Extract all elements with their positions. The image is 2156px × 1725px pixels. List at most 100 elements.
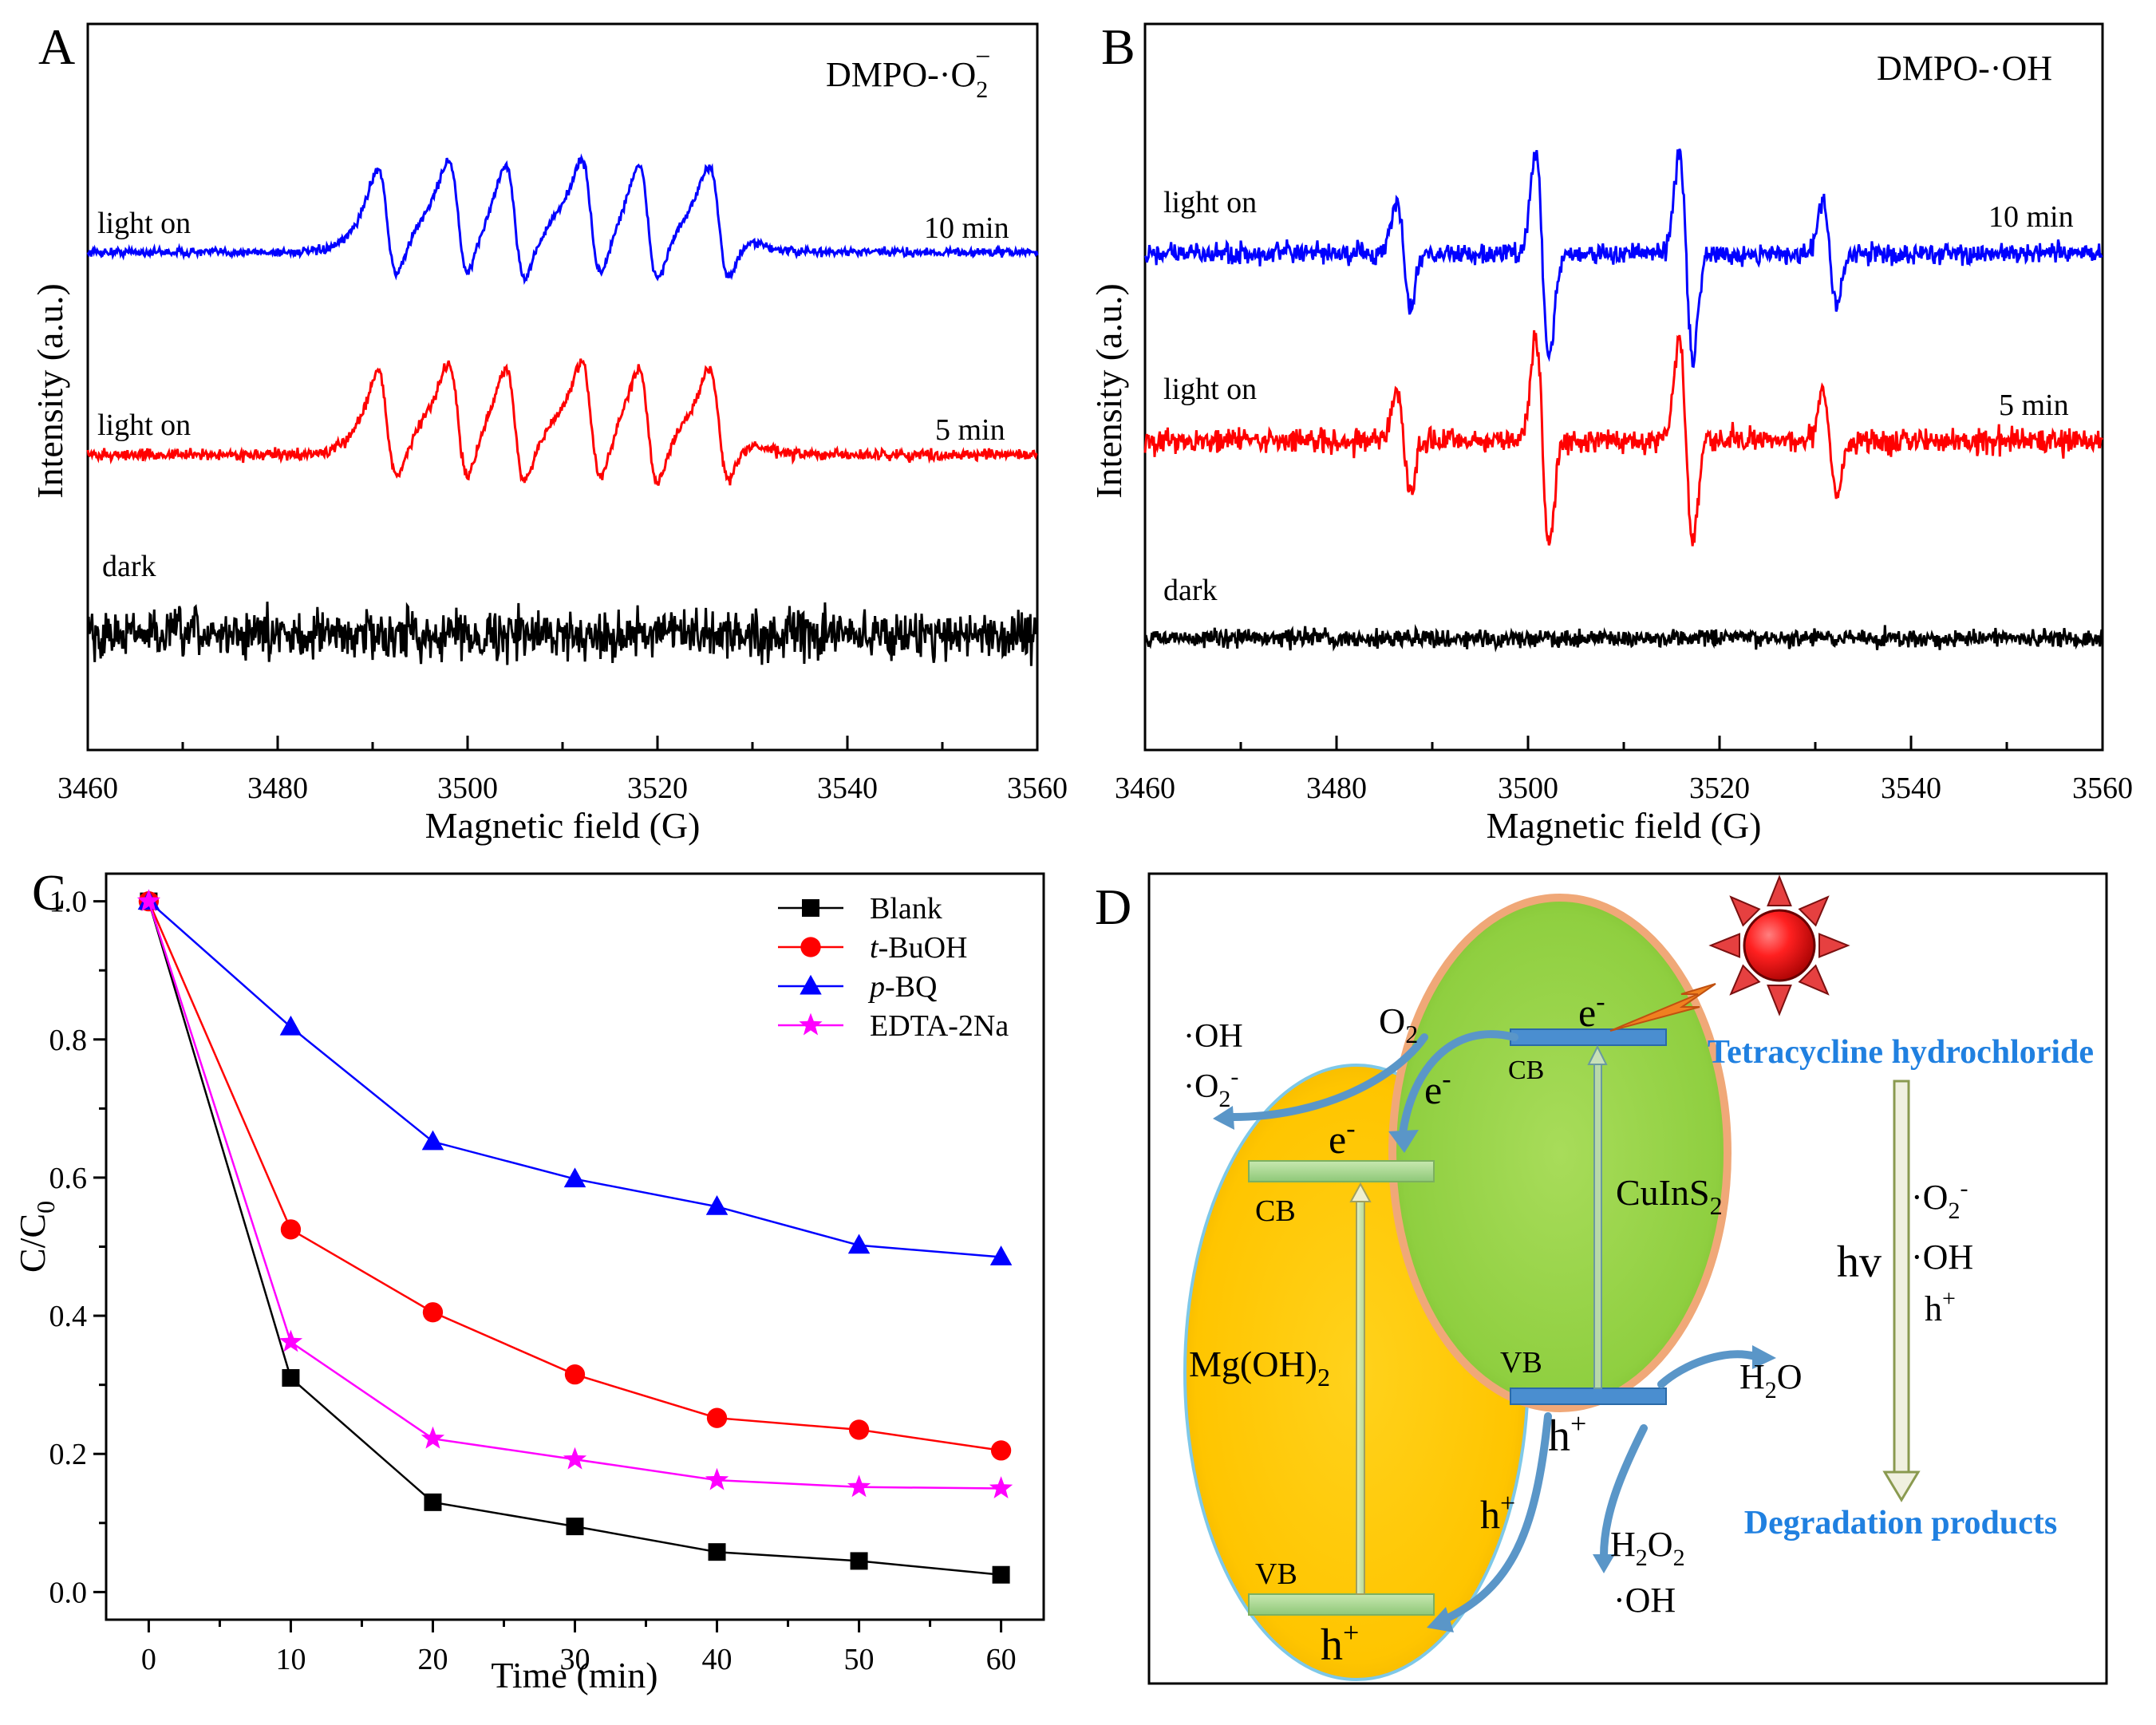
panel-a: 3460 3480 3500 3520 3540 3560 A DMPO-·O2− lig… — [30, 18, 1068, 846]
panel-a-letter: A — [38, 18, 75, 75]
panel-a-species-label: DMPO-·O2− — [826, 42, 990, 103]
data-point-edta-2na — [136, 889, 161, 912]
panel-c-xtick-label: 40 — [702, 1643, 732, 1676]
panel-a-curves — [86, 153, 1039, 666]
data-point-p-bq — [989, 1245, 1013, 1265]
sun-ray — [1818, 933, 1850, 958]
tetracycline-label: Tetracycline hydrochloride — [1708, 1034, 2094, 1071]
mgoh2-name: Mg(OH)2 — [1189, 1344, 1330, 1391]
panel-b: 3460 3480 3500 3520 3540 3560 B DMPO-·OH ligh… — [1088, 18, 2133, 846]
data-point-edta-2na — [421, 1426, 445, 1449]
data-point-blank — [282, 1368, 300, 1387]
panel-a-y-axis-label: Intensity (a.u.) — [30, 283, 70, 499]
panel-b-xtick-label: 3480 — [1306, 772, 1367, 805]
panel-b-species-label: DMPO-·OH — [1877, 49, 2052, 88]
data-point-t-buoh — [848, 1419, 870, 1440]
data-point-blank — [850, 1552, 868, 1570]
data-point-t-buoh — [564, 1364, 586, 1385]
panel-a-curve-dark — [86, 602, 1038, 666]
panel-c-xtick-label: 50 — [844, 1643, 875, 1676]
legend-marker-edta-2na — [799, 1012, 823, 1036]
h2o-label: H2O — [1739, 1357, 1803, 1403]
panel-c-ytick-label: 0.0 — [49, 1576, 88, 1609]
charge-transfer-arrows — [1229, 1030, 1759, 1624]
legend-marker-p-bq — [800, 974, 822, 995]
data-point-edta-2na — [989, 1476, 1013, 1498]
panel-a-light-on-10: light on — [97, 207, 191, 240]
panel-a-xtick-label: 3480 — [247, 772, 308, 805]
panel-b-x-ticks: 3460 3480 3500 3520 3540 3560 — [1115, 736, 2133, 805]
legend-label-p-bq: p-BQ — [867, 970, 937, 1004]
panel-c-xtick-label: 20 — [417, 1643, 448, 1676]
panel-c-xtick-label: 10 — [275, 1643, 306, 1676]
panel-b-letter: B — [1101, 18, 1135, 75]
panel-c-ytick-label: 0.6 — [49, 1162, 88, 1195]
data-point-blank — [566, 1518, 584, 1536]
panel-c-xtick-label: 60 — [986, 1643, 1017, 1676]
panel-c-ytick-label: 0.2 — [49, 1438, 88, 1471]
panel-d: D CB VB e- h+ Mg(OH)2 CB VB e- h+ CuInS2 — [1095, 872, 2108, 1685]
panel-b-curves — [1143, 148, 2104, 653]
data-point-p-bq — [279, 1015, 302, 1036]
data-point-p-bq — [421, 1130, 444, 1151]
data-point-blank — [992, 1565, 1010, 1584]
cuins2-vb-label: VB — [1500, 1346, 1542, 1380]
degradation-products-label: Degradation products — [1744, 1505, 2057, 1541]
data-point-t-buoh — [280, 1219, 302, 1240]
legend-marker-t-buoh — [800, 937, 821, 957]
panel-a-xtick-label: 3460 — [57, 772, 118, 805]
data-point-blank — [708, 1543, 726, 1561]
panel-a-time-5: 5 min — [935, 413, 1005, 447]
sun-ray — [1798, 964, 1830, 996]
panel-c-x-axis-label: Time (min) — [491, 1655, 657, 1695]
panel-b-curve-light-on-5-min — [1143, 330, 2104, 547]
panel-a-xtick-label: 3560 — [1007, 772, 1068, 805]
h2o2-arrow — [1600, 1424, 1648, 1560]
o2-reduction-arrow — [1229, 1033, 1428, 1121]
panel-c-legend: Blank t-BuOH p-BQ EDTA-2Na — [778, 892, 1009, 1043]
panel-b-dark: dark — [1163, 574, 1218, 607]
data-point-t-buoh — [706, 1407, 728, 1428]
panel-a-dark: dark — [102, 550, 156, 583]
legend-label-edta-2na: EDTA-2Na — [870, 1009, 1009, 1043]
radical-o2-left: ·O2- — [1183, 1064, 1238, 1112]
mgoh2-hole: h+ — [1321, 1616, 1359, 1670]
sun-ray — [1729, 895, 1761, 927]
cuins2-excitation-arrow — [1587, 1044, 1608, 1389]
panel-a-x-ticks: 3460 3480 3500 3520 3540 3560 — [57, 736, 1068, 805]
panel-d-letter: D — [1095, 878, 1131, 935]
panel-b-time-5: 5 min — [1999, 389, 2069, 422]
data-point-t-buoh — [422, 1302, 444, 1323]
electron-transfer-label: e- — [1424, 1064, 1451, 1112]
panel-a-xtick-label: 3500 — [437, 772, 498, 805]
data-point-t-buoh — [990, 1440, 1012, 1461]
mgoh2-electron: e- — [1329, 1114, 1356, 1162]
panel-a-xtick-label: 3520 — [627, 772, 688, 805]
panel-a-xtick-label: 3540 — [817, 772, 878, 805]
panel-d-frame — [1147, 872, 2108, 1685]
panel-b-xtick-label: 3540 — [1881, 772, 1941, 805]
mgoh2-cb-band — [1248, 1160, 1435, 1182]
electron-transfer-arrow — [1399, 1030, 1518, 1137]
cuins2-vb-band — [1510, 1388, 1667, 1405]
hole-transfer-arrow — [1440, 1412, 1552, 1624]
legend-label-t-buoh: t-BuOH — [870, 931, 967, 965]
panel-a-x-axis-label: Magnetic field (G) — [425, 805, 701, 846]
panel-a-curve-light-on-10-min — [86, 153, 1039, 286]
transfer-arrowheads — [1213, 1106, 1776, 1632]
cuins2-hole: h+ — [1548, 1407, 1586, 1461]
panel-c-ytick-label: 0.4 — [49, 1300, 88, 1333]
panel-b-curve-dark — [1143, 624, 2104, 653]
hv-label: hv — [1837, 1238, 1882, 1287]
data-point-p-bq — [705, 1194, 729, 1215]
legend-label-blank: Blank — [870, 892, 942, 926]
mgoh2-excitation-arrow — [1349, 1182, 1372, 1595]
hole-right: h+ — [1925, 1285, 1956, 1328]
radical-oh-right: ·OH — [1911, 1238, 1973, 1277]
data-point-edta-2na — [278, 1329, 303, 1352]
sun-ray — [1708, 933, 1740, 958]
panel-a-time-10: 10 min — [924, 211, 1009, 245]
radical-o2-right: ·O2- — [1911, 1175, 1968, 1224]
sun-icon — [1708, 874, 1850, 1016]
